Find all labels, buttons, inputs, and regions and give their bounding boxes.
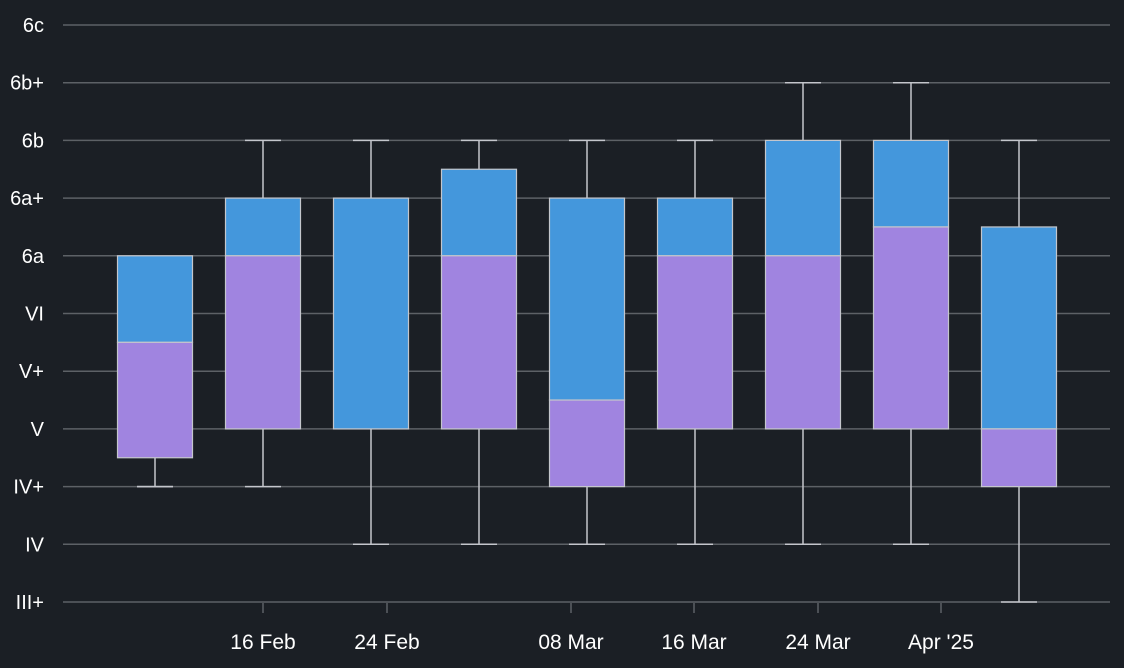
x-axis: 16 Feb 24 Feb 08 Mar 16 Mar 24 Mar Apr '25 [230, 603, 974, 654]
x-tick-label: 16 Mar [661, 631, 726, 654]
box-8 [872, 81, 950, 546]
y-axis-labels: III+ IV IV+ V V+ VI 6a 6a+ 6b 6b+ 6c [10, 15, 45, 614]
box-lower-segment [116, 341, 194, 459]
box-lower-segment [548, 399, 626, 488]
box-lower-segment [440, 255, 518, 430]
y-tick-label: IV+ [13, 477, 44, 499]
box-1 [116, 255, 194, 488]
box-upper-segment [440, 168, 518, 257]
y-tick-label: 6b [22, 130, 44, 152]
box-lower-segment [764, 255, 842, 430]
box-9 [980, 139, 1058, 603]
x-tick-label: 24 Mar [785, 631, 850, 654]
x-tick-label: Apr '25 [908, 631, 974, 654]
y-tick-label: IV [25, 534, 45, 556]
box-series [116, 81, 1058, 603]
x-tick-label: 24 Feb [354, 631, 419, 654]
box-upper-segment [548, 197, 626, 401]
box-lower-segment [872, 226, 950, 430]
y-tick-label: V [31, 419, 45, 441]
y-tick-label: 6c [23, 15, 44, 37]
box-7 [764, 81, 842, 546]
box-upper-segment [656, 197, 734, 257]
box-upper-segment [224, 197, 302, 257]
box-lower-segment [980, 428, 1058, 488]
y-tick-label: III+ [16, 592, 44, 614]
y-tick-label: 6b+ [10, 73, 44, 95]
y-tick-label: 6a+ [10, 188, 44, 210]
box-lower-segment [224, 255, 302, 430]
y-tick-label: VI [25, 304, 44, 326]
x-tick-label: 08 Mar [538, 631, 603, 654]
box-upper-segment [980, 226, 1058, 430]
box-5 [548, 139, 626, 546]
y-tick-label: 6a [22, 246, 45, 268]
box-2 [224, 139, 302, 488]
box-6 [656, 139, 734, 546]
box-upper-segment [116, 255, 194, 343]
box-upper-segment [332, 197, 410, 430]
box-upper-segment [764, 139, 842, 257]
box-lower-segment [656, 255, 734, 430]
y-tick-label: V+ [19, 361, 44, 383]
box-4 [440, 139, 518, 546]
box-upper-segment [872, 139, 950, 228]
x-tick-label: 16 Feb [230, 631, 295, 654]
box-3 [332, 139, 410, 546]
